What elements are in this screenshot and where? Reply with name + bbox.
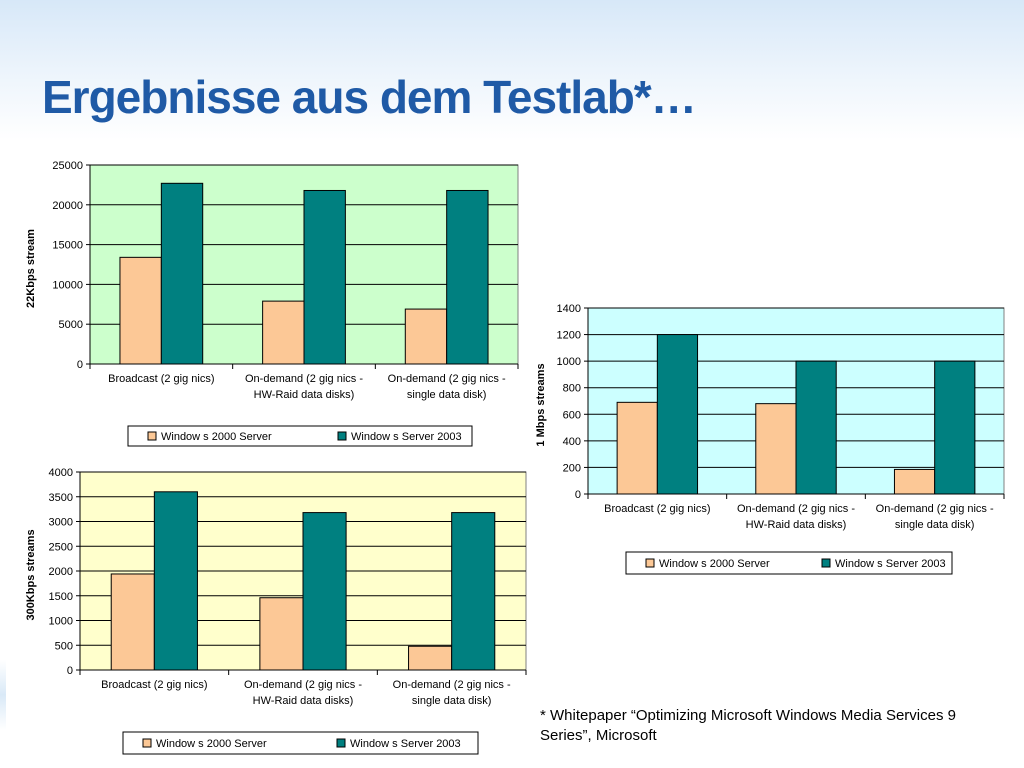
y-tick-label: 2000 (49, 566, 73, 578)
bar-win2000 (119, 256, 162, 365)
legend-swatch-win2000 (147, 431, 157, 441)
chart-svg: 0 500 1000 1500 2000 2500 3000 3500 4000 300Kbps … (25, 467, 527, 755)
y-tick-label: 0 (77, 359, 83, 371)
bar-win2000 (755, 403, 797, 495)
y-tick-label: 600 (563, 409, 581, 421)
legend-swatch-win2003 (821, 558, 831, 568)
title-band (0, 0, 1024, 140)
legend-swatch-win2000 (142, 738, 152, 748)
x-category-label: On-demand (2 gig nics - (245, 373, 363, 385)
x-category-label: single data disk) (412, 695, 492, 707)
bar-win2003 (446, 189, 489, 365)
bar-win2003 (153, 491, 198, 671)
x-category-label: On-demand (2 gig nics - (393, 679, 511, 691)
legend-box (127, 425, 473, 447)
legend-label: Window s 2000 Server (156, 738, 267, 750)
x-category-label: On-demand (2 gig nics - (737, 503, 855, 515)
y-tick-label: 400 (563, 436, 581, 448)
y-tick-label: 4000 (49, 467, 73, 479)
y-tick-label: 20000 (52, 200, 83, 212)
x-category-label: single data disk) (895, 519, 975, 531)
y-axis-label: 1 Mbps streams (535, 363, 547, 446)
edge-decoration (0, 660, 6, 730)
y-tick-label: 25000 (52, 160, 83, 172)
legend-label: Window s 2000 Server (659, 558, 770, 570)
bar-win2000 (259, 597, 304, 671)
x-category-label: On-demand (2 gig nics - (876, 503, 994, 515)
footnote: * Whitepaper “Optimizing Microsoft Windo… (540, 707, 956, 744)
bar-win2000 (616, 401, 658, 495)
bar-win2000 (404, 308, 448, 365)
bar-win2003 (302, 512, 347, 671)
bar-win2003 (451, 512, 496, 671)
y-tick-label: 1200 (557, 330, 581, 342)
y-axis-label: 300Kbps streams (25, 529, 37, 620)
bar-win2000 (110, 573, 155, 671)
legend-label: Window s 2000 Server (161, 431, 272, 443)
y-tick-label: 1000 (49, 616, 73, 628)
x-category-label: Broadcast (2 gig nics) (101, 679, 207, 691)
chart-300kbps: 0 500 1000 1500 2000 2500 3000 3500 4000 300Kbps … (20, 462, 532, 760)
chart-svg: 0 200 400 600 800 1000 1200 1400 1 Mbps streams B… (535, 303, 1005, 575)
y-tick-label: 5000 (59, 319, 83, 331)
x-category-label: Broadcast (2 gig nics) (108, 373, 214, 385)
legend-box (122, 731, 479, 755)
bar-win2003 (160, 182, 204, 365)
bar-win2003 (934, 360, 976, 495)
y-tick-label: 1500 (49, 591, 73, 603)
y-tick-label: 10000 (52, 279, 83, 291)
y-tick-label: 3000 (49, 517, 73, 529)
x-category-label: HW-Raid data disks) (254, 389, 355, 401)
y-tick-label: 500 (55, 640, 73, 652)
x-category-label: On-demand (2 gig nics - (388, 373, 506, 385)
y-tick-label: 0 (575, 489, 581, 501)
legend-label: Window s Server 2003 (835, 558, 946, 570)
y-tick-label: 1000 (557, 356, 581, 368)
bar-win2000 (262, 300, 305, 365)
bar-win2000 (893, 468, 936, 495)
legend-swatch-win2003 (336, 738, 346, 748)
x-category-label: HW-Raid data disks) (253, 695, 354, 707)
x-category-label: single data disk) (407, 389, 487, 401)
bar-win2003 (656, 334, 699, 495)
y-tick-label: 0 (67, 665, 73, 677)
bar-win2000 (408, 645, 453, 671)
y-tick-label: 800 (563, 383, 581, 395)
x-category-label: HW-Raid data disks) (746, 519, 847, 531)
legend-box (625, 551, 953, 575)
legend-label: Window s Server 2003 (350, 738, 461, 750)
y-tick-label: 3500 (49, 492, 73, 504)
chart-22kbps: 0 5000 10000 15000 20000 25000 22Kbps stream Br… (20, 155, 525, 447)
y-axis-label: 22Kbps stream (25, 229, 37, 308)
y-tick-label: 15000 (52, 240, 83, 252)
x-category-label: On-demand (2 gig nics - (244, 679, 362, 691)
legend-label: Window s Server 2003 (351, 431, 462, 443)
bar-win2003 (303, 189, 346, 365)
legend-swatch-win2003 (337, 431, 347, 441)
x-category-label: Broadcast (2 gig nics) (604, 503, 710, 515)
y-tick-label: 2500 (49, 541, 73, 553)
slide-title: Ergebnisse aus dem Testlab*… (42, 71, 697, 123)
legend-swatch-win2000 (645, 558, 655, 568)
chart-svg: 0 5000 10000 15000 20000 25000 22Kbps stream Br… (25, 160, 519, 447)
y-tick-label: 1400 (557, 303, 581, 315)
chart-1mbps: 0 200 400 600 800 1000 1200 1400 1 Mbps streams B… (530, 298, 1012, 578)
bar-win2003 (795, 360, 837, 495)
y-tick-label: 200 (563, 462, 581, 474)
